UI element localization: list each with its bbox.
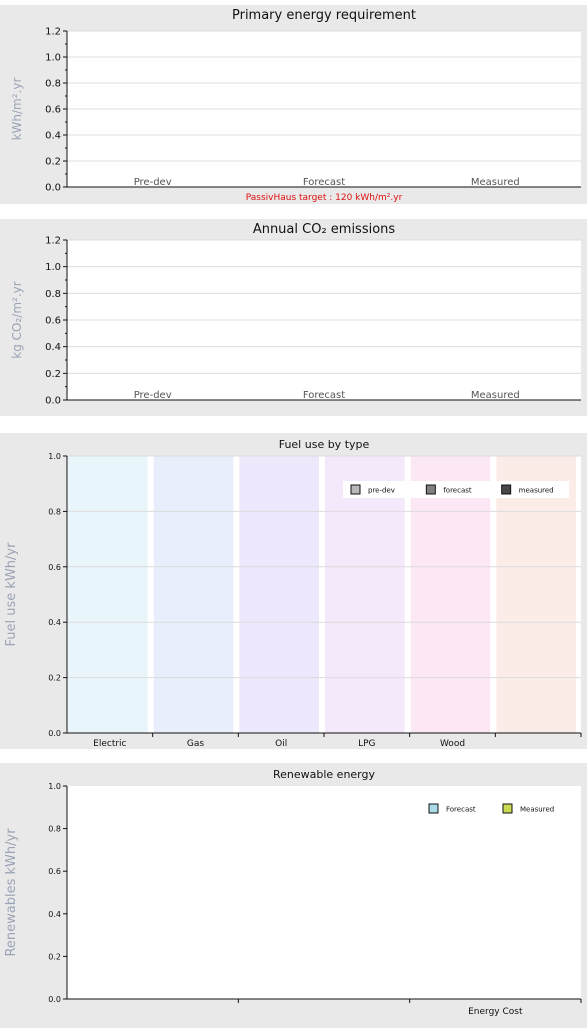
- legend: pre-dev forecast measured: [343, 481, 569, 498]
- y-tick-label: 0.2: [45, 157, 61, 168]
- y-axis-label: Renewables kWh/yr: [4, 828, 19, 957]
- y-tick-label: 1.0: [45, 262, 61, 273]
- fuel-use-title: Fuel use by type: [278, 438, 370, 451]
- legend-label: Forecast: [446, 806, 476, 814]
- y-tick-label: 0.6: [48, 563, 61, 572]
- category-label: Forecast: [303, 177, 345, 188]
- y-tick-label: 0.0: [45, 183, 61, 194]
- y-tick-label: 0.2: [48, 952, 61, 961]
- category-label: Energy Cost: [468, 1007, 523, 1017]
- y-tick-label: 0.6: [48, 867, 61, 876]
- y-tick-label: 0.6: [45, 105, 61, 116]
- y-axis-label: Fuel use kWh/yr: [4, 542, 19, 647]
- y-tick-label: 0.2: [48, 674, 61, 683]
- y-tick-label: 0.0: [48, 995, 61, 1004]
- y-tick-label: 0.4: [48, 618, 61, 627]
- legend-label: measured: [519, 487, 554, 495]
- renewable-energy-panel: Renewable energy 0.0 0.2 0.4 0.6 0.8 1.0 Energ…: [0, 763, 587, 1028]
- category-label: Measured: [471, 177, 520, 188]
- primary-energy-title: Primary energy requirement: [231, 8, 416, 23]
- legend-swatch: [350, 484, 361, 495]
- co2-emissions-title: Annual CO₂ emissions: [252, 222, 396, 237]
- y-axis-label: kWh/m².yr: [10, 78, 24, 141]
- category-label: Electric: [93, 739, 126, 749]
- category-label: Pre-dev: [134, 177, 172, 188]
- category-label: Wood: [440, 739, 465, 749]
- co2-emissions-panel: Annual CO₂ emissions 0.0 0.2 0.4 0.6 0.8 1.0 1…: [0, 219, 587, 416]
- y-tick-label: 1.2: [45, 27, 61, 38]
- category-background: [410, 456, 491, 733]
- y-tick-label: 1.0: [48, 452, 61, 461]
- legend-swatch: [425, 484, 436, 495]
- category-label: Oil: [275, 739, 287, 749]
- y-tick-label: 1.2: [45, 236, 61, 247]
- category-label: Gas: [187, 739, 204, 749]
- y-tick-label: 0.8: [48, 507, 61, 516]
- fuel-use-panel: Fuel use by type 0.0 0.2 0.4 0.6 0.8 1.0 Elect…: [0, 433, 587, 749]
- y-tick-label: 0.2: [45, 369, 61, 380]
- category-label: Measured: [471, 390, 520, 401]
- legend-box: [343, 481, 569, 498]
- legend-label: Measured: [520, 806, 554, 814]
- primary-energy-panel: Primary energy requirement 0.0 0.2 0.4 0.6 0…: [0, 5, 587, 204]
- category-label: Pre-dev: [134, 390, 172, 401]
- plot-area: [67, 456, 581, 733]
- y-tick-label: 0.4: [48, 910, 61, 919]
- legend-swatch: [502, 803, 513, 814]
- y-tick-label: 0.0: [45, 396, 61, 407]
- y-tick-label: 0.8: [45, 289, 61, 300]
- category-label: LPG: [358, 739, 375, 749]
- category-background: [496, 456, 576, 733]
- fuel-use-chart: 0.0 0.2 0.4 0.6 0.8 1.0 Electric Gas Oil LPG Wood F…: [4, 452, 582, 749]
- y-tick-label: 0.4: [45, 342, 61, 353]
- y-tick-label: 0.6: [45, 316, 61, 327]
- category-background: [68, 456, 148, 733]
- renewable-energy-title: Renewable energy: [272, 768, 376, 781]
- y-tick-label: 0.8: [48, 825, 61, 834]
- y-tick-label: 1.0: [48, 782, 61, 791]
- y-tick-label: 0.8: [45, 79, 61, 90]
- legend-swatch: [428, 803, 439, 814]
- legend: Forecast Measured: [421, 800, 569, 817]
- category-background: [325, 456, 405, 733]
- y-tick-label: 0.4: [45, 131, 61, 142]
- passivhaus-target-annotation: PassivHaus target : 120 kWh/m².yr: [246, 193, 403, 203]
- primary-energy-chart: 0.0 0.2 0.4 0.6 0.8 1.0 1.2 Pre-dev Forecast Meas…: [10, 27, 581, 203]
- y-tick-label: 0.0: [48, 729, 61, 738]
- plot-area: [67, 786, 581, 999]
- category-background: [153, 456, 234, 733]
- renewable-energy-chart: 0.0 0.2 0.4 0.6 0.8 1.0 Energy Cost Renewables …: [4, 782, 582, 1017]
- category-label: Forecast: [303, 390, 345, 401]
- y-axis-label: kg CO₂/m².yr: [10, 281, 24, 358]
- y-tick-label: 1.0: [45, 53, 61, 64]
- category-background: [239, 456, 319, 733]
- legend-label: pre-dev: [368, 487, 395, 495]
- legend-label: forecast: [443, 487, 472, 495]
- legend-box: [421, 800, 569, 817]
- legend-swatch: [501, 484, 512, 495]
- co2-emissions-chart: 0.0 0.2 0.4 0.6 0.8 1.0 1.2 Pre-dev Forecast Meas…: [10, 236, 581, 407]
